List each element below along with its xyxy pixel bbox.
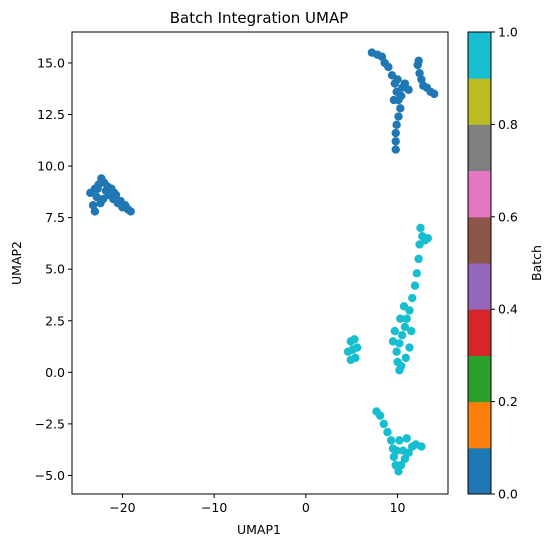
data-point-batch-0 bbox=[90, 207, 100, 216]
data-point-batch-1 bbox=[379, 419, 389, 429]
y-tick-label: −2.5 bbox=[35, 416, 65, 431]
colorbar-segment bbox=[468, 401, 491, 449]
y-tick-label: −5.0 bbox=[35, 468, 65, 483]
scatter-points bbox=[86, 48, 439, 476]
data-point-batch-1 bbox=[417, 442, 426, 451]
x-tick-label: 0 bbox=[302, 500, 310, 515]
y-axis: −5.0 −2.5 0.0 2.5 5.0 7.5 10.0 12.5 15.0 bbox=[35, 55, 72, 483]
colorbar-segment bbox=[468, 263, 491, 310]
data-point-batch-0 bbox=[430, 89, 439, 99]
data-point-batch-1 bbox=[395, 339, 404, 348]
x-axis-label: UMAP1 bbox=[237, 522, 281, 537]
data-point-batch-1 bbox=[390, 326, 400, 336]
data-point-batch-0 bbox=[392, 120, 401, 130]
y-tick-label: 0.0 bbox=[45, 365, 65, 380]
data-point-batch-1 bbox=[405, 343, 414, 352]
data-point-batch-1 bbox=[407, 326, 416, 336]
colorbar-segment bbox=[468, 355, 491, 403]
data-point-batch-1 bbox=[401, 353, 411, 363]
colorbar-tick-label: 0.2 bbox=[498, 394, 518, 409]
data-point-batch-0 bbox=[396, 104, 405, 113]
data-point-batch-1 bbox=[375, 411, 385, 420]
colorbar-tick-label: 0.6 bbox=[498, 209, 518, 224]
data-point-batch-1 bbox=[399, 302, 409, 311]
data-point-batch-0 bbox=[394, 112, 403, 121]
y-tick-label: 7.5 bbox=[45, 210, 65, 225]
colorbar-segment bbox=[468, 32, 491, 79]
colorbar-segment bbox=[468, 447, 491, 495]
x-axis: −20 −10 0 10 bbox=[109, 494, 406, 515]
data-point-batch-1 bbox=[392, 347, 401, 356]
data-point-batch-1 bbox=[397, 460, 406, 470]
data-point-batch-1 bbox=[408, 293, 417, 303]
data-point-batch-1 bbox=[350, 335, 359, 344]
data-point-batch-1 bbox=[386, 436, 396, 445]
data-point-batch-0 bbox=[393, 75, 402, 84]
data-point-batch-1 bbox=[348, 345, 357, 354]
data-point-batch-0 bbox=[98, 194, 108, 204]
data-point-batch-1 bbox=[414, 254, 423, 264]
data-point-batch-0 bbox=[384, 62, 393, 72]
data-point-batch-1 bbox=[400, 454, 410, 464]
data-point-batch-0 bbox=[391, 145, 400, 154]
data-point-batch-0 bbox=[109, 188, 119, 198]
data-point-batch-1 bbox=[383, 427, 392, 437]
plot-frame bbox=[71, 31, 449, 495]
data-point-batch-0 bbox=[391, 128, 400, 138]
data-point-batch-1 bbox=[423, 234, 433, 243]
data-point-batch-1 bbox=[410, 281, 420, 290]
data-point-batch-1 bbox=[416, 223, 425, 233]
y-tick-label: 5.0 bbox=[45, 262, 65, 277]
data-point-batch-0 bbox=[126, 207, 135, 216]
x-tick-label: −10 bbox=[201, 500, 227, 515]
x-tick-label: −20 bbox=[109, 500, 135, 515]
data-point-batch-0 bbox=[92, 192, 101, 202]
data-point-batch-1 bbox=[412, 269, 422, 278]
colorbar-tick-label: 1.0 bbox=[498, 25, 518, 40]
data-point-batch-0 bbox=[103, 182, 112, 191]
colorbar-tick-label: 0.4 bbox=[498, 302, 518, 317]
colorbar-tick-label: 0.0 bbox=[498, 487, 518, 502]
y-axis-label: UMAP2 bbox=[9, 241, 24, 285]
data-point-batch-1 bbox=[392, 446, 401, 455]
colorbar-segment bbox=[468, 78, 491, 125]
data-point-batch-0 bbox=[391, 137, 400, 146]
data-point-batch-1 bbox=[396, 314, 405, 323]
data-point-batch-0 bbox=[414, 56, 423, 66]
data-point-batch-1 bbox=[346, 355, 355, 365]
colorbar-tick-label: 0.8 bbox=[498, 117, 518, 132]
data-point-batch-1 bbox=[402, 314, 411, 323]
data-point-batch-1 bbox=[395, 436, 404, 445]
colorbar: 0.0 0.2 0.4 0.6 0.8 1.0 bbox=[467, 25, 518, 502]
data-point-batch-0 bbox=[397, 91, 406, 101]
chart-title: Batch Integration UMAP bbox=[170, 9, 349, 27]
colorbar-segment bbox=[468, 124, 491, 172]
colorbar-segment bbox=[468, 309, 491, 356]
data-point-batch-1 bbox=[388, 337, 398, 346]
colorbar-frame bbox=[467, 31, 492, 495]
data-point-batch-0 bbox=[93, 184, 102, 193]
data-point-batch-1 bbox=[398, 446, 408, 455]
data-point-batch-1 bbox=[397, 330, 407, 340]
colorbar-segment bbox=[468, 216, 491, 264]
data-point-batch-0 bbox=[400, 79, 410, 88]
data-point-batch-1 bbox=[397, 361, 406, 371]
colorbar-segment bbox=[468, 170, 491, 218]
y-tick-label: 12.5 bbox=[37, 107, 65, 122]
data-point-batch-1 bbox=[402, 434, 411, 443]
data-point-batch-1 bbox=[400, 322, 410, 332]
x-tick-label: 10 bbox=[390, 500, 406, 515]
data-point-batch-0 bbox=[389, 95, 399, 105]
y-tick-label: 2.5 bbox=[45, 313, 65, 328]
y-tick-label: 10.0 bbox=[37, 159, 65, 174]
y-tick-label: 15.0 bbox=[37, 55, 65, 70]
data-point-batch-0 bbox=[404, 85, 413, 94]
colorbar-label: Batch bbox=[529, 245, 544, 281]
